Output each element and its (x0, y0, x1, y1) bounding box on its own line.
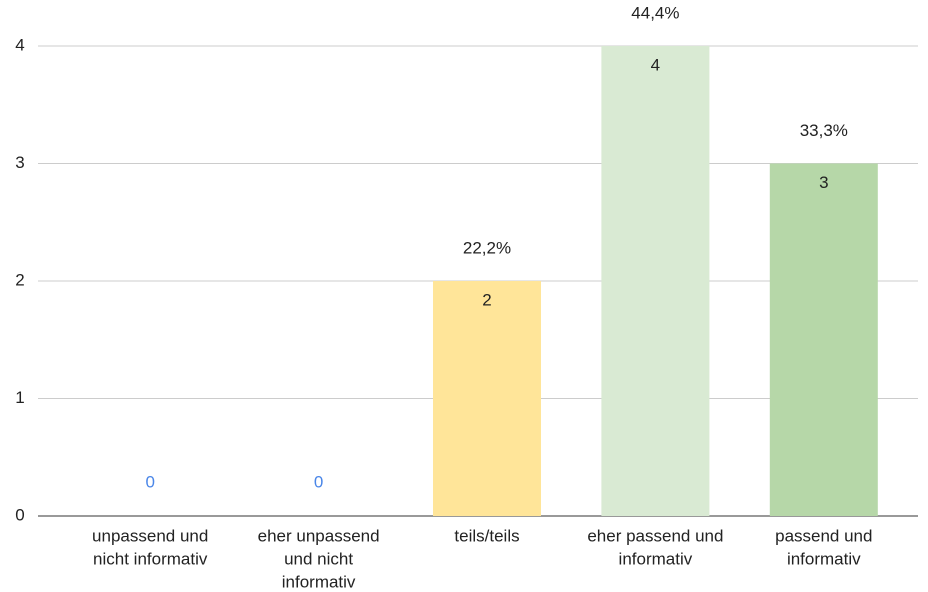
value-label: 4 (651, 55, 660, 74)
x-tick-label: und nicht (284, 549, 353, 568)
x-tick-label: informativ (282, 572, 356, 591)
x-tick-label: nicht informativ (93, 549, 208, 568)
x-tick-label: eher passend und (587, 526, 723, 545)
x-tick-label: teils/teils (454, 526, 519, 545)
percent-label: 33,3% (800, 121, 848, 140)
x-tick-label: passend und (775, 526, 872, 545)
y-tick-label: 0 (15, 505, 24, 524)
percent-label: 22,2% (463, 238, 511, 257)
y-tick-label: 1 (15, 388, 24, 407)
value-label: 0 (145, 472, 154, 491)
value-label: 0 (314, 472, 323, 491)
x-tick-label: informativ (787, 549, 861, 568)
bar (433, 281, 541, 516)
x-tick-label: eher unpassend (258, 526, 380, 545)
value-label: 2 (482, 290, 491, 309)
bar (601, 46, 710, 516)
y-tick-label: 3 (15, 153, 24, 172)
value-label: 3 (819, 173, 828, 192)
x-tick-label: unpassend und (92, 526, 208, 545)
percent-label: 44,4% (631, 3, 679, 22)
x-tick-label: informativ (619, 549, 693, 568)
bar (769, 163, 878, 516)
y-tick-label: 2 (15, 270, 24, 289)
y-tick-label: 4 (15, 35, 24, 54)
